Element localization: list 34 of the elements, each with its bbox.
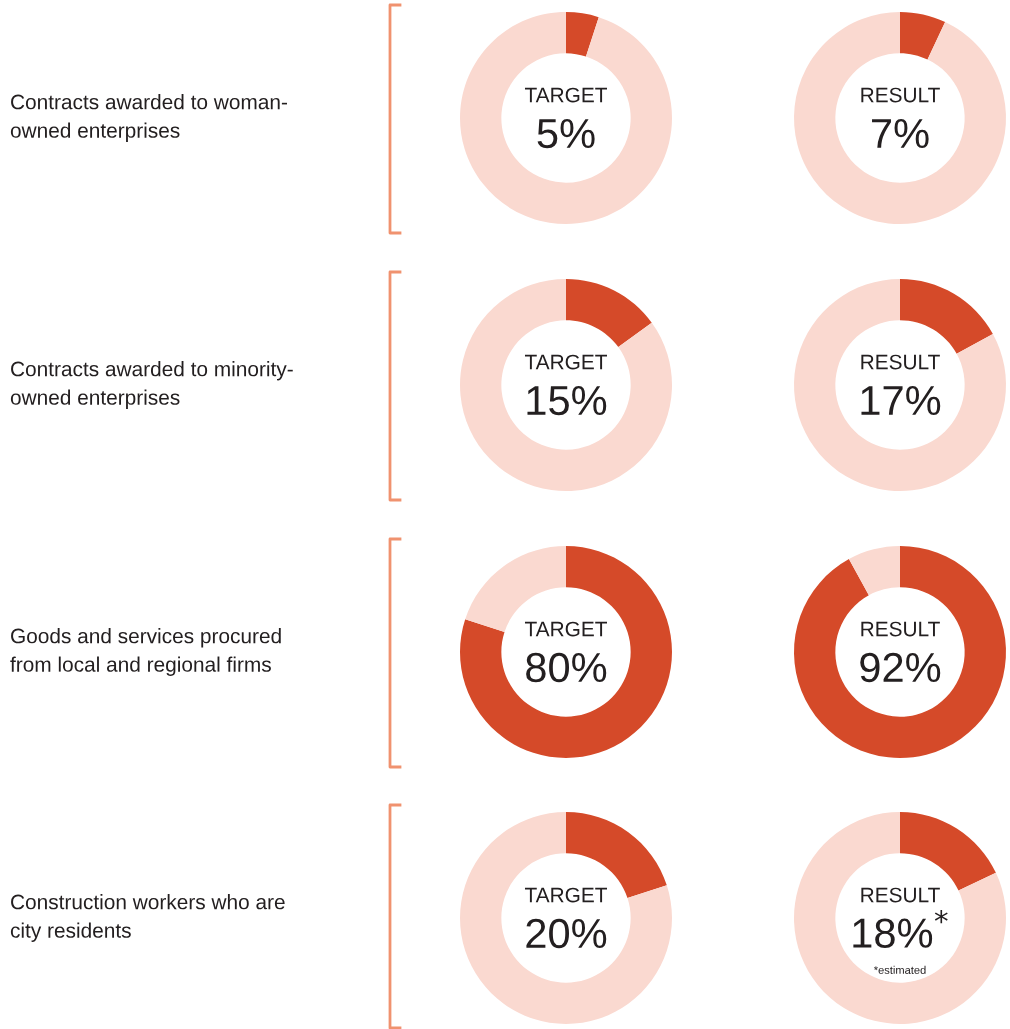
donut-slice	[794, 279, 1006, 491]
text: 92%	[860, 652, 941, 683]
donut-slice	[900, 12, 946, 60]
donut-slice	[566, 12, 599, 57]
text: RESULT	[861, 887, 940, 903]
text: TARGET	[524, 621, 607, 637]
text: Contracts awarded to minority- owned enterprises	[10, 361, 293, 409]
donut-slice	[460, 12, 672, 224]
text: 17%	[861, 385, 941, 416]
text: 18%$^{*}$	[853, 909, 948, 948]
text: RESULT	[861, 87, 940, 103]
text: Goods and services procured from local and regional firms	[10, 628, 281, 676]
donut-slice	[848, 546, 900, 596]
text: Contracts awarded to woman- owned enterprises	[10, 94, 287, 142]
text: 80%	[526, 652, 607, 683]
text: 15%	[527, 385, 607, 416]
text: RESULT	[861, 354, 940, 370]
text: *estimated	[873, 965, 926, 974]
donut-slice	[794, 12, 1006, 224]
text: TARGET	[524, 887, 607, 903]
donut-slice	[460, 812, 672, 1024]
donut-slice	[460, 546, 672, 758]
text: 5%	[537, 118, 595, 149]
text: TARGET	[524, 354, 607, 370]
donut-slice	[794, 546, 1006, 758]
donut-slice	[566, 279, 652, 347]
text: 20%	[526, 918, 607, 949]
donut-slice	[460, 279, 672, 491]
text: 7%	[872, 118, 929, 149]
text: Construction workers who are city residents	[10, 894, 285, 942]
donut-slice	[794, 812, 1006, 1024]
text: TARGET	[524, 87, 607, 103]
text: RESULT	[861, 621, 940, 637]
donut-slice	[900, 279, 993, 354]
